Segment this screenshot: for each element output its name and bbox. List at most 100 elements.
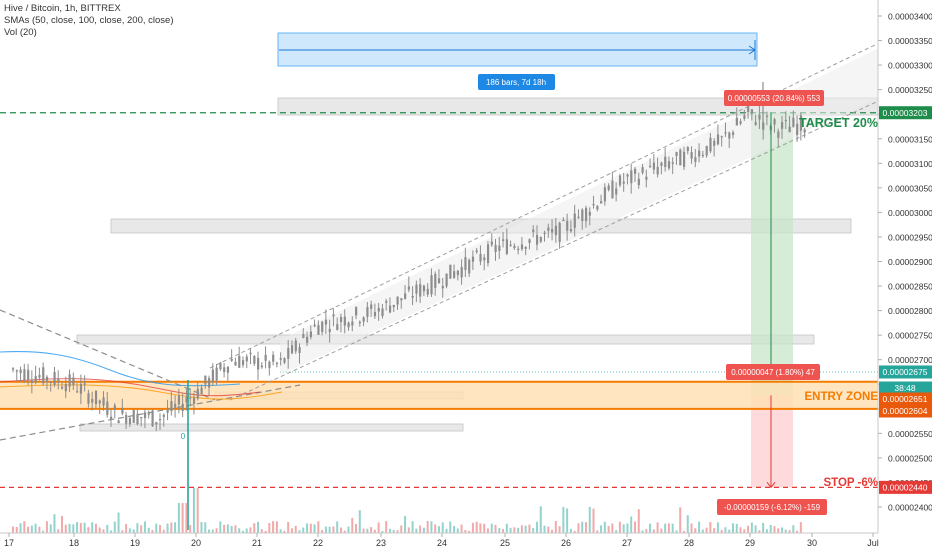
candle <box>483 257 486 261</box>
volume-bar <box>434 524 437 533</box>
candle <box>618 175 622 186</box>
y-tick-label: 0.00003350 <box>888 36 932 46</box>
axis-price-tag <box>879 106 932 120</box>
loss-zone <box>751 395 793 488</box>
candle <box>162 414 165 417</box>
volume-bar <box>600 525 603 533</box>
candle <box>30 380 34 383</box>
volume-bar <box>784 529 787 533</box>
volume-bar <box>603 521 606 533</box>
candle <box>799 115 803 131</box>
volume-bar <box>483 523 486 533</box>
candle <box>569 229 573 232</box>
candle <box>253 356 256 364</box>
volume-bar <box>573 530 576 533</box>
volume-bar <box>686 515 689 533</box>
candle <box>660 162 663 166</box>
volume-bar <box>238 528 241 533</box>
volume-bar <box>136 523 139 533</box>
candle <box>181 403 184 412</box>
volume-bar <box>121 530 124 533</box>
candle <box>524 247 527 249</box>
volume-bar <box>765 529 768 533</box>
candle <box>264 354 267 361</box>
volume-bar <box>660 528 663 533</box>
volume-bar <box>698 521 701 533</box>
symbol-title[interactable]: Hive / Bitcoin, 1h, BITTREX <box>4 3 121 14</box>
volume-bar <box>79 522 82 533</box>
volume-bar <box>716 522 719 533</box>
volume-bar <box>490 523 493 533</box>
candle <box>106 401 109 415</box>
candle <box>208 378 211 388</box>
candle <box>754 122 757 125</box>
entry-zone-band <box>0 381 878 409</box>
candle <box>422 285 426 292</box>
candle <box>453 271 456 278</box>
stop-annotation: STOP -6% <box>823 477 878 489</box>
candle <box>283 358 286 363</box>
candle <box>694 157 697 162</box>
candle <box>275 362 279 365</box>
candle <box>268 361 271 368</box>
candle <box>336 324 339 330</box>
x-tick-label: 25 <box>500 538 510 548</box>
candle <box>272 354 275 362</box>
volume-bar <box>306 523 309 533</box>
volume-bar <box>87 527 90 533</box>
y-tick-label: 0.00003250 <box>888 85 932 95</box>
axis-price-label: 0.00002604 <box>883 406 928 416</box>
chart-legend: Hive / Bitcoin, 1h, BITTREX SMAs (50, cl… <box>4 3 174 39</box>
candle <box>219 362 222 370</box>
candle <box>513 245 516 249</box>
candle <box>189 397 192 399</box>
candle <box>460 266 463 278</box>
candle <box>57 378 60 383</box>
volume-bar <box>177 503 180 533</box>
mid-label-box <box>726 364 820 380</box>
volume-bar <box>581 521 584 533</box>
volume-bar <box>664 523 667 533</box>
candle <box>437 278 441 283</box>
y-tick-label: 0.00002550 <box>888 429 932 439</box>
range-label: 186 bars, 7d 18h <box>486 78 546 87</box>
volume-bar <box>675 530 678 533</box>
volume-bar <box>287 521 290 533</box>
candle <box>456 270 460 276</box>
volume-bar <box>701 529 704 533</box>
volume-bar <box>551 529 554 533</box>
low-label: -0.00000159 (-6.12%) -159 <box>724 503 821 512</box>
volume-bar <box>64 524 67 533</box>
axis-price-label: 38:48 <box>894 383 916 393</box>
volume-bar <box>362 528 365 533</box>
volume-bar <box>445 528 448 533</box>
volume-bar <box>102 529 105 533</box>
candle <box>170 401 173 412</box>
volume-bar <box>543 525 546 533</box>
volume-bar <box>94 523 97 533</box>
candle <box>343 316 346 326</box>
candle <box>724 132 727 134</box>
volume-bar <box>241 530 244 533</box>
volume-indicator-label[interactable]: Vol (20) <box>4 27 37 38</box>
volume-bar <box>569 528 572 533</box>
volume-bar <box>192 488 195 533</box>
volume-bar <box>713 528 716 533</box>
candle <box>509 244 512 246</box>
candle <box>370 304 373 309</box>
candle <box>358 321 362 324</box>
candle <box>313 324 316 327</box>
volume-bar <box>471 522 474 533</box>
y-tick-label: 0.00003050 <box>888 183 932 193</box>
x-tick-label: 18 <box>69 538 79 548</box>
y-tick-label: 0.00003100 <box>888 159 932 169</box>
candle <box>554 225 558 236</box>
volume-bar <box>159 525 162 533</box>
sma-indicator-label[interactable]: SMAs (50, close, 100, close, 200, close) <box>4 15 174 26</box>
volume-bar <box>42 530 45 533</box>
volume-bar <box>494 524 497 533</box>
candle <box>166 409 169 413</box>
high-label-box <box>724 90 824 106</box>
volume-bar <box>588 506 591 533</box>
